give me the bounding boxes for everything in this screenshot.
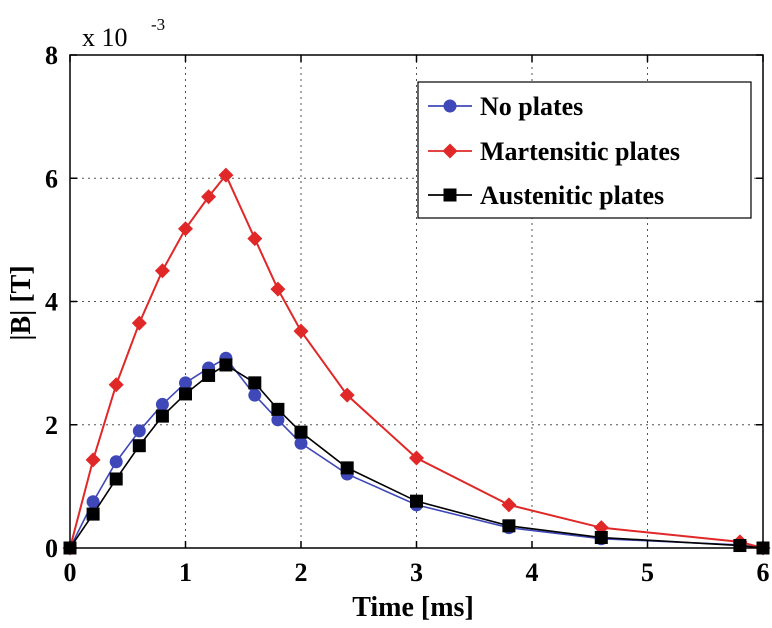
data-point-no-plates bbox=[86, 495, 100, 509]
data-point-austenitic-plates bbox=[410, 494, 423, 508]
data-point-martensitic-plates bbox=[501, 497, 517, 513]
data-point-austenitic-plates bbox=[502, 519, 516, 533]
data-point-martensitic-plates bbox=[293, 323, 309, 339]
data-point-austenitic-plates bbox=[155, 409, 169, 423]
legend-label: Austenitic plates bbox=[480, 181, 664, 210]
x-axis-label: Time [ms] bbox=[352, 592, 474, 623]
data-point-austenitic-plates bbox=[594, 531, 608, 545]
x-tick-label: 4 bbox=[526, 558, 539, 587]
x-tick-label: 2 bbox=[295, 558, 308, 587]
x-tick-label: 6 bbox=[757, 558, 770, 587]
data-point-austenitic-plates bbox=[132, 439, 146, 453]
data-point-martensitic-plates bbox=[201, 189, 217, 205]
data-point-austenitic-plates bbox=[340, 461, 354, 475]
data-point-no-plates bbox=[248, 388, 262, 402]
data-point-no-plates bbox=[179, 376, 192, 390]
data-point-martensitic-plates bbox=[85, 452, 101, 468]
data-point-austenitic-plates bbox=[271, 402, 285, 416]
data-point-no-plates bbox=[132, 424, 146, 438]
series-layer bbox=[62, 167, 771, 556]
y-tick-label: 6 bbox=[45, 164, 58, 193]
data-point-austenitic-plates bbox=[219, 358, 233, 372]
x-tick-label: 0 bbox=[64, 558, 77, 587]
data-point-martensitic-plates bbox=[154, 263, 170, 279]
data-point-no-plates bbox=[271, 413, 285, 427]
y-multiplier-base: x 10 bbox=[82, 23, 128, 52]
series-austenitic-plates bbox=[63, 358, 770, 555]
legend-marker bbox=[442, 143, 458, 159]
legend-label: Martensitic plates bbox=[480, 137, 680, 166]
data-point-austenitic-plates bbox=[179, 387, 192, 401]
legend-entry-martensitic-plates: Martensitic plates bbox=[428, 137, 680, 166]
data-point-martensitic-plates bbox=[131, 315, 147, 331]
data-point-austenitic-plates bbox=[294, 425, 308, 439]
legend-entry-no-plates: No plates bbox=[428, 92, 583, 121]
legend-entry-austenitic-plates: Austenitic plates bbox=[428, 181, 664, 210]
data-point-no-plates bbox=[294, 436, 308, 450]
legend-label: No plates bbox=[480, 92, 583, 121]
y-tick-label: 4 bbox=[45, 288, 58, 317]
data-point-austenitic-plates bbox=[109, 472, 123, 486]
y-tick-label: 2 bbox=[45, 411, 58, 440]
legend-marker bbox=[443, 99, 457, 113]
data-point-martensitic-plates bbox=[178, 221, 193, 237]
data-point-martensitic-plates bbox=[339, 387, 355, 403]
data-point-austenitic-plates bbox=[248, 376, 262, 390]
y-multiplier: x 10 -3 bbox=[82, 15, 165, 52]
y-axis-label: |B| [T] bbox=[6, 265, 37, 340]
x-tick-label: 3 bbox=[410, 558, 423, 587]
data-point-no-plates bbox=[109, 455, 123, 469]
legend-box bbox=[417, 81, 752, 219]
data-point-martensitic-plates bbox=[108, 377, 124, 393]
data-point-austenitic-plates bbox=[86, 507, 100, 521]
data-point-martensitic-plates bbox=[270, 281, 286, 297]
axis-ticks: 0 1 2 3 4 5 6 0 2 4 6 8 bbox=[45, 41, 770, 587]
legend: No plates Martensitic plates Austenitic pl… bbox=[417, 81, 752, 219]
x-tick-label: 1 bbox=[179, 558, 192, 587]
data-point-martensitic-plates bbox=[247, 231, 263, 247]
data-point-no-plates bbox=[155, 397, 169, 411]
data-point-martensitic-plates bbox=[218, 167, 234, 183]
y-tick-label: 8 bbox=[45, 41, 58, 70]
data-point-austenitic-plates bbox=[202, 368, 216, 382]
x-tick-label: 5 bbox=[641, 558, 654, 587]
data-point-martensitic-plates bbox=[409, 450, 424, 466]
legend-marker bbox=[443, 188, 457, 202]
data-point-austenitic-plates bbox=[733, 539, 747, 553]
y-multiplier-exponent: -3 bbox=[151, 15, 165, 34]
y-tick-label: 0 bbox=[45, 534, 58, 563]
